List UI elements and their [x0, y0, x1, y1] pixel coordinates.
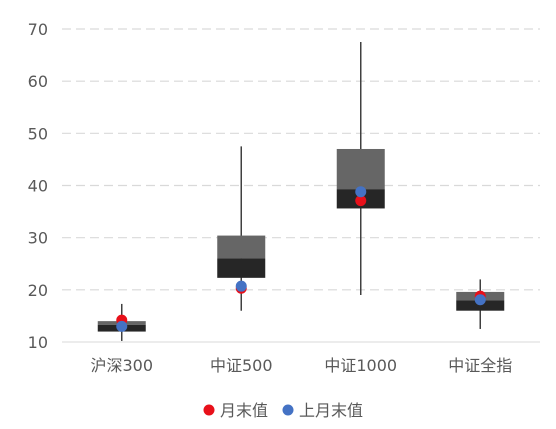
- box-upper: [336, 148, 385, 190]
- y-tick-label: 10: [28, 333, 48, 352]
- legend-item-1: 上月末值: [282, 401, 363, 420]
- legend-item-0: 月末值: [203, 401, 268, 420]
- series-1-point: [235, 280, 247, 292]
- points: [116, 186, 486, 332]
- box-lower: [217, 258, 266, 278]
- series-1-point: [116, 320, 128, 332]
- y-tick-label: 60: [28, 72, 48, 91]
- legend: 月末值 上月末值: [203, 401, 363, 420]
- y-tick-label: 20: [28, 281, 48, 300]
- box-lower: [456, 300, 505, 311]
- x-tick-label: 中证1000: [324, 356, 397, 375]
- series-1-point: [355, 186, 367, 198]
- x-tick-label: 中证全指: [448, 356, 512, 375]
- legend-marker-1: [282, 404, 294, 416]
- x-tick-label: 中证500: [210, 356, 273, 375]
- y-tick-label: 30: [28, 229, 48, 248]
- grid-lines: [62, 28, 540, 291]
- y-tick-label: 50: [28, 124, 48, 143]
- legend-label-1: 上月末值: [299, 401, 363, 420]
- series-0-point: [355, 195, 367, 207]
- legend-marker-0: [203, 404, 215, 416]
- legend-label-0: 月末值: [220, 401, 268, 420]
- y-axis: 10 20 30 40 50 60 70: [28, 20, 48, 352]
- y-tick-label: 70: [28, 20, 48, 39]
- x-axis: 沪深300 中证500 中证1000 中证全指: [62, 341, 540, 375]
- y-tick-label: 40: [28, 177, 48, 196]
- boxes: [97, 42, 505, 341]
- box-upper: [217, 235, 266, 259]
- series-1-point: [474, 294, 486, 306]
- x-tick-label: 沪深300: [90, 356, 153, 375]
